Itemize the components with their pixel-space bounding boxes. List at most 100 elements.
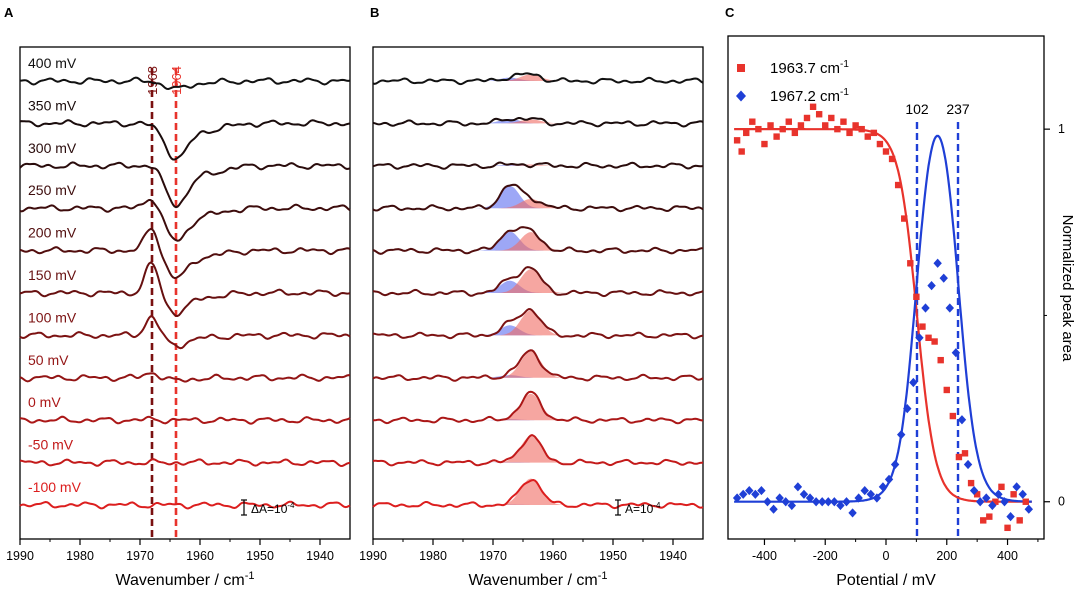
trace-label: 0 mV <box>28 394 61 410</box>
x-tick-label: 1950 <box>246 549 274 563</box>
data-point-1967 <box>824 497 833 507</box>
data-point-1963 <box>931 338 938 345</box>
legend-marker <box>736 90 746 102</box>
x-tick-label: 1970 <box>126 549 154 563</box>
panel-a-markers: 1968 1964 <box>145 66 184 539</box>
panel-b-component-fills <box>463 74 583 505</box>
x-tick-label: 1960 <box>186 549 214 563</box>
spectrum-trace <box>372 349 704 382</box>
data-point-1963 <box>998 483 1005 491</box>
spectrum-trace <box>19 227 351 280</box>
fit-curve <box>734 128 1032 503</box>
legend-label: 1967.2 cm-1 <box>770 87 849 105</box>
data-point-1963 <box>967 479 975 487</box>
data-point-1963 <box>791 129 799 137</box>
data-point-1967 <box>1012 482 1021 492</box>
x-tick-label: 1940 <box>659 549 687 563</box>
data-point-1963 <box>840 118 847 125</box>
data-point-1967 <box>817 497 827 507</box>
spectrum-trace <box>372 434 704 467</box>
data-point-1967 <box>915 333 924 343</box>
panel-a-traces <box>19 76 351 510</box>
data-point-1967 <box>957 415 967 425</box>
x-tick-label: 1980 <box>66 549 94 563</box>
spectrum-trace <box>19 500 351 510</box>
data-point-1963 <box>925 334 932 341</box>
x-tick-label: 1960 <box>539 549 567 563</box>
component-fill-1964 <box>463 436 583 463</box>
data-point-1967 <box>884 474 894 484</box>
data-point-1963 <box>828 114 835 122</box>
data-point-1963 <box>907 260 914 267</box>
trace-label: 300 mV <box>28 140 77 156</box>
data-point-1963 <box>803 114 811 122</box>
data-point-1967 <box>945 303 955 313</box>
data-point-1967 <box>830 497 839 507</box>
data-point-1963 <box>986 513 993 520</box>
spectrum-trace <box>372 72 704 86</box>
x-tick-label: 1980 <box>419 549 447 563</box>
panel-b-frame <box>372 46 704 540</box>
data-point-1967 <box>1006 512 1015 522</box>
legend-marker <box>737 64 745 72</box>
panel-c-x-ticks: -400 -200 0 200 400 <box>752 539 1039 563</box>
x-tick-label: 200 <box>936 549 957 563</box>
panel-b: B 1990 1980 1970 1960 1950 1940 A=10-4 Wavenu… <box>359 5 704 589</box>
data-point-1963 <box>980 517 987 524</box>
data-point-1963 <box>809 103 817 110</box>
spectrum-trace <box>19 261 351 318</box>
data-point-1963 <box>888 155 896 163</box>
panel-a-trace-labels: 400 mV 350 mV 300 mV 250 mV 200 mV 150 mV 100 … <box>28 55 82 495</box>
panel-a: A 1968 1964 400 mV 350 mV 300 mV 250 mV 200 m… <box>4 5 351 589</box>
data-point-1967 <box>872 493 882 503</box>
data-point-1963 <box>1004 524 1011 532</box>
data-point-1967 <box>775 493 784 503</box>
data-point-1963 <box>738 148 745 155</box>
data-point-1963 <box>1022 498 1029 505</box>
data-point-1967 <box>763 497 772 507</box>
data-point-1963 <box>864 133 871 140</box>
spectrum-trace <box>372 183 704 213</box>
fit-curve <box>734 134 1032 503</box>
component-fill-1964 <box>463 119 583 124</box>
data-point-1967 <box>848 508 857 518</box>
data-point-1967 <box>951 348 961 358</box>
panel-c-data-points <box>732 103 1034 532</box>
data-point-1963 <box>882 148 890 155</box>
data-point-1967 <box>751 489 760 499</box>
data-point-1967 <box>1000 497 1009 507</box>
data-point-1963 <box>785 118 792 125</box>
panel-c-y-axis-title: Normalized peak area <box>1059 215 1076 362</box>
scale-bar-label: A=10-4 <box>625 501 661 516</box>
panel-c-letter: C <box>725 5 735 20</box>
data-point-1963 <box>876 140 884 148</box>
y-tick-label: 1 <box>1058 122 1065 136</box>
data-point-1967 <box>1018 489 1027 499</box>
data-point-1963 <box>755 125 762 133</box>
data-point-1963 <box>992 498 999 505</box>
marker-label-1964: 1964 <box>169 66 184 95</box>
component-fill-1964 <box>463 199 583 209</box>
data-point-1967 <box>745 485 754 496</box>
trace-label: 350 mV <box>28 97 77 113</box>
panel-a-x-axis-title: Wavenumber / cm-1 <box>116 570 255 589</box>
trace-label: 200 mV <box>28 225 77 241</box>
data-point-1963 <box>937 356 944 364</box>
trace-label: -50 mV <box>28 437 74 453</box>
trace-label: -100 mV <box>28 479 82 495</box>
component-fill-1964 <box>463 310 583 336</box>
panel-c-frame <box>727 35 1045 540</box>
data-point-1967 <box>969 485 979 496</box>
x-tick-label: 400 <box>997 549 1018 563</box>
data-point-1963 <box>919 323 926 330</box>
data-point-1963 <box>749 118 756 125</box>
component-fill-1964 <box>463 478 583 505</box>
x-tick-label: 0 <box>883 549 890 563</box>
spectrum-trace <box>373 390 704 425</box>
x-tick-label: 1990 <box>6 549 34 563</box>
trace-label: 250 mV <box>28 182 77 198</box>
data-point-1967 <box>963 459 973 470</box>
data-point-1967 <box>738 489 748 499</box>
y-tick-label: 0 <box>1058 495 1065 509</box>
spectrum-trace <box>19 199 351 242</box>
